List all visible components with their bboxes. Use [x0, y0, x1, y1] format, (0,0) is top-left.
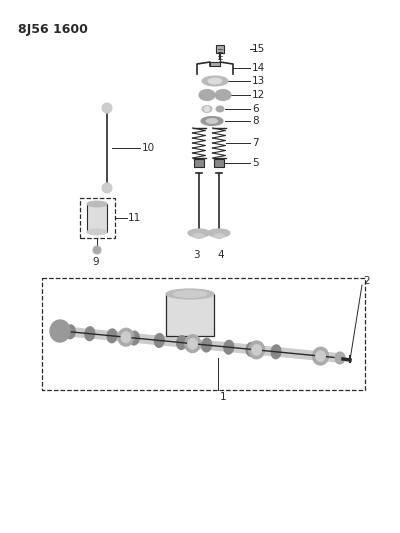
- Ellipse shape: [173, 290, 207, 297]
- Ellipse shape: [193, 233, 205, 238]
- Text: 1: 1: [220, 392, 227, 402]
- Ellipse shape: [87, 201, 107, 207]
- Ellipse shape: [246, 342, 256, 357]
- Text: 8: 8: [252, 116, 259, 126]
- Ellipse shape: [224, 340, 234, 354]
- Circle shape: [93, 246, 101, 254]
- Text: 5: 5: [252, 158, 259, 168]
- Text: 11: 11: [128, 213, 141, 223]
- Ellipse shape: [199, 90, 215, 101]
- Text: 12: 12: [252, 90, 265, 100]
- Ellipse shape: [202, 338, 212, 352]
- Ellipse shape: [176, 336, 186, 350]
- Ellipse shape: [335, 352, 345, 364]
- Text: 6: 6: [252, 104, 259, 114]
- Ellipse shape: [202, 106, 212, 112]
- Ellipse shape: [85, 327, 95, 341]
- Ellipse shape: [316, 351, 326, 361]
- Ellipse shape: [206, 118, 218, 124]
- Text: 7: 7: [252, 138, 259, 148]
- Text: 8J56 1600: 8J56 1600: [18, 23, 88, 36]
- Ellipse shape: [215, 90, 231, 101]
- Ellipse shape: [54, 322, 70, 340]
- Ellipse shape: [166, 289, 214, 299]
- Ellipse shape: [201, 117, 223, 125]
- Text: 10: 10: [142, 143, 155, 153]
- Bar: [214, 159, 224, 167]
- Bar: [80, 198, 114, 238]
- Ellipse shape: [121, 332, 131, 343]
- Ellipse shape: [312, 347, 328, 365]
- Text: 13: 13: [252, 76, 265, 86]
- Bar: [194, 159, 204, 167]
- Ellipse shape: [118, 328, 134, 346]
- Ellipse shape: [154, 334, 164, 348]
- Ellipse shape: [87, 229, 107, 235]
- Text: 9: 9: [93, 257, 99, 267]
- Text: 14: 14: [252, 63, 265, 73]
- Ellipse shape: [188, 229, 210, 237]
- Bar: [166, 294, 214, 336]
- FancyArrow shape: [210, 62, 220, 66]
- Ellipse shape: [271, 345, 281, 359]
- Ellipse shape: [213, 233, 225, 238]
- Ellipse shape: [185, 335, 201, 353]
- Ellipse shape: [208, 78, 222, 84]
- Circle shape: [102, 183, 112, 193]
- Text: 3: 3: [193, 250, 199, 260]
- Ellipse shape: [107, 329, 117, 343]
- Ellipse shape: [129, 331, 139, 345]
- Ellipse shape: [208, 229, 230, 237]
- Bar: [87, 204, 107, 232]
- Circle shape: [204, 106, 210, 112]
- Text: 4: 4: [218, 250, 224, 260]
- Ellipse shape: [252, 344, 262, 356]
- Ellipse shape: [248, 341, 265, 359]
- Ellipse shape: [65, 325, 75, 339]
- Ellipse shape: [188, 338, 198, 349]
- Circle shape: [102, 103, 112, 113]
- Bar: [216, 45, 224, 53]
- Text: 15: 15: [252, 44, 265, 54]
- Ellipse shape: [202, 76, 228, 86]
- Ellipse shape: [216, 106, 224, 112]
- Text: 2: 2: [363, 276, 370, 286]
- Ellipse shape: [50, 320, 70, 342]
- Ellipse shape: [57, 326, 67, 336]
